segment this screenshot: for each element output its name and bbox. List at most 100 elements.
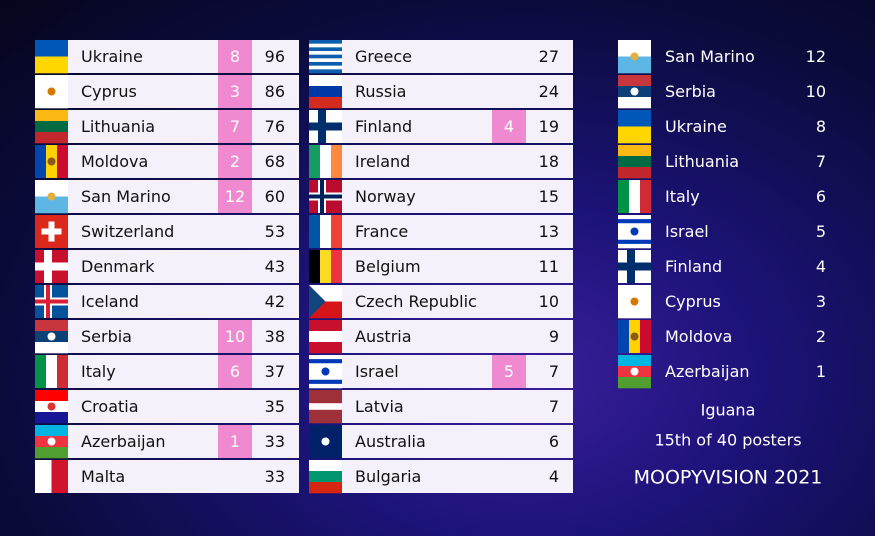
flag-stripe [309, 482, 342, 494]
flag-stripe [35, 56, 68, 74]
flag-stripe [618, 156, 651, 168]
points-received: 1 [230, 432, 240, 451]
total-score: 9 [549, 327, 559, 346]
flag-stripe [309, 215, 321, 248]
total-score: 7 [549, 362, 559, 381]
flag-cross [35, 262, 68, 271]
points-box [218, 180, 252, 213]
points-received: 7 [230, 117, 240, 136]
total-score: 15 [539, 187, 559, 206]
flag-stripe [309, 62, 342, 66]
flag-stripe [331, 215, 343, 248]
flag-cross [41, 228, 62, 235]
flag-emblem [47, 87, 56, 96]
flag [35, 180, 68, 214]
flag-stripe [618, 145, 651, 157]
flag [618, 145, 651, 179]
vote-country: San Marino [665, 47, 755, 66]
flag-stripe [618, 40, 651, 57]
total-score: 11 [539, 257, 559, 276]
flag-triangle [309, 285, 326, 318]
flag [35, 390, 68, 424]
total-score: 24 [539, 82, 559, 101]
points-box [218, 355, 252, 388]
row-bg [342, 285, 573, 318]
country-name: Australia [355, 432, 426, 451]
flag [35, 250, 68, 283]
flag-stripe [309, 75, 342, 87]
flag-stripe [35, 40, 68, 57]
flag [618, 110, 651, 144]
flag [618, 75, 651, 109]
country-name: France [355, 222, 408, 241]
points-box [218, 425, 252, 458]
voter-rank: 15th of 40 posters [654, 431, 801, 450]
flag-cross [35, 299, 68, 304]
country-name: Belgium [355, 257, 421, 276]
row-bg [342, 250, 573, 283]
flag-emblem [47, 437, 56, 446]
total-score: 19 [539, 117, 559, 136]
flag-stripe [320, 215, 332, 248]
total-score: 53 [265, 222, 285, 241]
row-bg [68, 110, 299, 143]
vote-country: Ukraine [665, 117, 727, 136]
flag [309, 390, 342, 424]
flag-emblem [47, 157, 56, 166]
total-score: 18 [539, 152, 559, 171]
flag-stripe [309, 471, 342, 483]
flag-stripe [309, 97, 342, 109]
row-bg [342, 390, 573, 423]
country-name: Serbia [81, 327, 132, 346]
country-name: Israel [355, 362, 399, 381]
flag [309, 215, 343, 248]
flag-stripe [618, 239, 651, 245]
row-bg [68, 145, 299, 178]
points-box [492, 355, 526, 388]
country-name: Ukraine [81, 47, 143, 66]
flag-stripe [309, 51, 342, 55]
flag [35, 355, 69, 388]
vote-points: 12 [806, 47, 826, 66]
row-bg [68, 460, 299, 493]
row-bg [68, 425, 299, 458]
flag-stripe [35, 196, 68, 214]
vote-points: 3 [816, 292, 826, 311]
flag [35, 320, 68, 354]
vote-country: Italy [665, 187, 700, 206]
row-bg [68, 250, 299, 283]
total-score: 38 [265, 327, 285, 346]
flag-stripe [35, 320, 68, 332]
flag-stripe [35, 412, 68, 424]
total-score: 33 [265, 432, 285, 451]
vote-country: Azerbaijan [665, 362, 750, 381]
flag-stripe [618, 320, 630, 353]
flag-emblem [630, 367, 639, 376]
flag-stripe [618, 219, 651, 224]
points-received: 3 [230, 82, 240, 101]
flag [309, 110, 342, 143]
flag-stripe [331, 250, 343, 283]
flag-stripe [57, 355, 69, 388]
country-name: Greece [355, 47, 412, 66]
flag-stripe [35, 460, 52, 493]
flag-stripe [618, 110, 651, 127]
flag-stripe [35, 110, 68, 122]
flag-stripe [309, 58, 342, 63]
row-bg [342, 320, 573, 353]
country-name: Norway [355, 187, 416, 206]
vote-points: 10 [806, 82, 826, 101]
flag-stripe [618, 215, 651, 220]
flag-stripe [618, 75, 651, 87]
flag [618, 215, 651, 249]
row-bg [68, 320, 299, 353]
country-name: Croatia [81, 397, 139, 416]
total-score: 4 [549, 467, 559, 486]
total-score: 7 [549, 397, 559, 416]
flag-stripe [51, 460, 69, 493]
vote-country: Israel [665, 222, 709, 241]
flag-stripe [46, 355, 58, 388]
country-name: Denmark [81, 257, 155, 276]
country-name: Ireland [355, 152, 410, 171]
